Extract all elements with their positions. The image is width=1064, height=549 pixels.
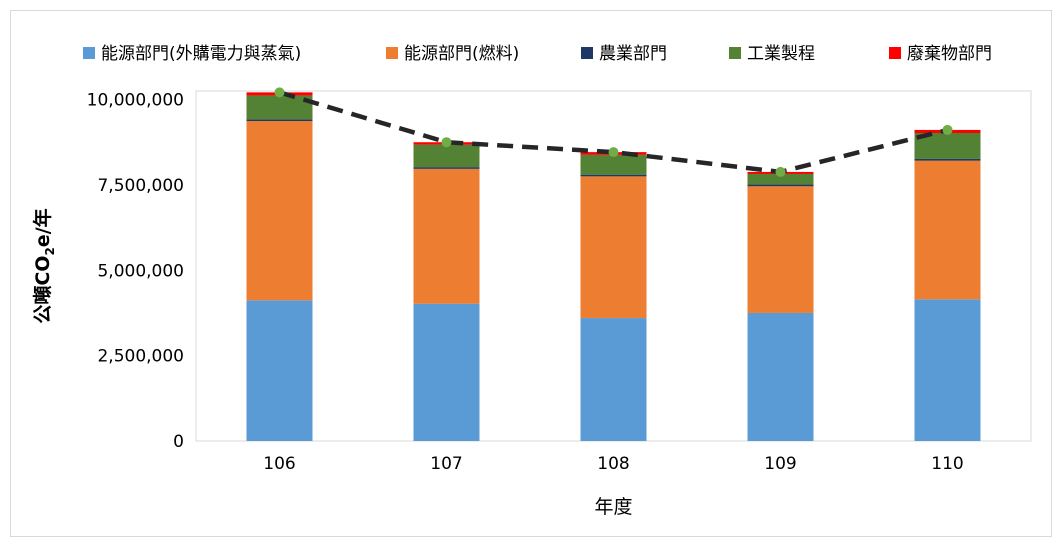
x-tick-label: 106 [263,454,295,474]
y-tick-label: 0 [173,432,184,452]
y-axis-title: 公噸CO2e/年 [31,208,57,323]
bar-segment [580,174,647,177]
x-axis-title: 年度 [594,496,632,518]
x-tick-label: 108 [597,454,629,474]
x-tick-label: 107 [430,454,462,474]
bar-segment [580,154,647,175]
total-point [942,124,953,135]
bar-segment [747,173,814,185]
stacked-bar-chart: 能源部門(外購電力與蒸氣) 能源部門(燃料) 農業部門 工業製程 廢棄物部門 0 2,50… [31,44,1032,518]
legend-label: 能源部門(外購電力與蒸氣) [101,44,301,64]
y-axis-title-tail: e/年 [31,208,54,247]
y-axis: 0 2,500,000 5,000,000 7,500,000 10,000,000 [87,91,184,452]
bar-segment [246,121,313,301]
bar-segment [914,299,981,441]
bar-segment [413,167,480,169]
y-tick-label: 10,000,000 [87,91,184,111]
y-axis-title-subscript: 2 [43,247,57,255]
legend-swatch [889,47,901,59]
bar-segment [747,184,814,187]
bar-segment [246,119,313,122]
bar-segment [413,303,480,441]
legend-item: 能源部門(燃料) [386,44,519,64]
legend-label: 農業部門 [599,44,667,64]
legend-label: 工業製程 [747,44,815,64]
legend-swatch [581,47,593,59]
legend-item: 能源部門(外購電力與蒸氣) [83,44,301,64]
bar-segment [580,176,647,319]
y-axis-title-main: 公噸CO [31,256,54,324]
legend-swatch [83,47,95,59]
legend-item: 工業製程 [729,44,815,64]
bar-segment [747,186,814,313]
bars [246,92,981,441]
total-point [775,166,786,177]
legend-swatch [729,47,741,59]
legend-label: 能源部門(燃料) [404,44,519,64]
y-tick-label: 5,000,000 [97,261,184,281]
y-tick-label: 2,500,000 [97,347,184,367]
total-line [274,87,953,177]
legend-item: 廢棄物部門 [889,44,992,64]
chart-frame: 能源部門(外購電力與蒸氣) 能源部門(燃料) 農業部門 工業製程 廢棄物部門 0 2,50… [10,10,1052,537]
x-tick-label: 109 [764,454,796,474]
total-point [441,137,452,148]
bar-segment [413,168,480,304]
bar-segment [413,144,480,168]
x-axis: 106 107 108 109 110 [263,454,963,474]
total-point [274,87,285,98]
bar-segment [747,312,814,441]
y-tick-label: 7,500,000 [97,176,184,196]
bar-segment [914,160,981,300]
legend-label: 廢棄物部門 [907,44,992,64]
legend-swatch [386,47,398,59]
total-point [608,147,619,158]
bar-segment [914,158,981,161]
bar-segment [246,300,313,441]
legend-item: 農業部門 [581,44,667,64]
legend: 能源部門(外購電力與蒸氣) 能源部門(燃料) 農業部門 工業製程 廢棄物部門 [83,44,992,64]
bar-segment [246,95,313,120]
bar-segment [580,318,647,441]
x-tick-label: 110 [931,454,963,474]
